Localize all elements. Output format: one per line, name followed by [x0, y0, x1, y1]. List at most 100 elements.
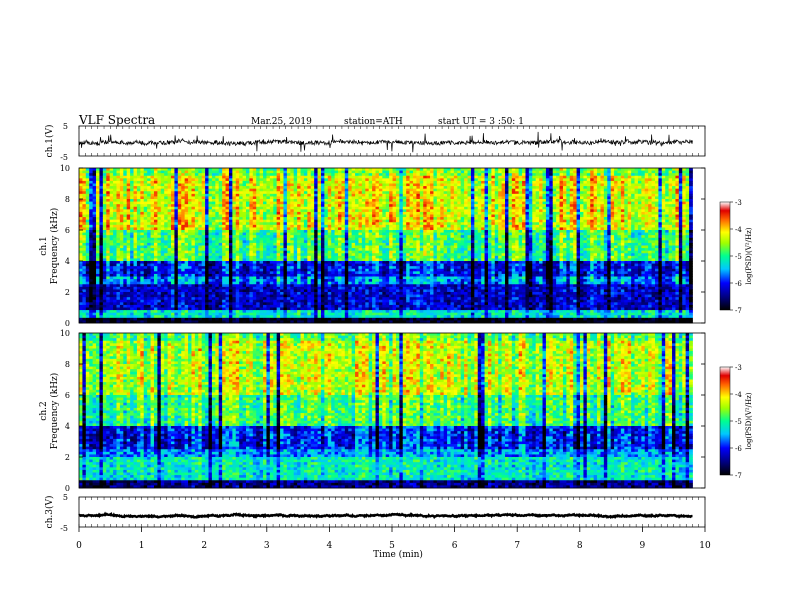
spectrogram-cell [344, 178, 349, 182]
spectrogram-cell [358, 178, 363, 182]
spectrogram-cell [358, 227, 363, 231]
spectrogram-cell [222, 255, 226, 259]
spectrogram-cell [232, 320, 237, 324]
spectrogram-cell [218, 201, 223, 205]
spectrogram-cell [300, 292, 305, 295]
spectrogram-cell [130, 276, 134, 280]
spectrogram-cell [188, 188, 192, 192]
spectrogram-cell [116, 227, 121, 231]
spectrogram-cell [194, 242, 199, 246]
spectrogram-cell [232, 178, 237, 182]
spectrogram-cell [79, 240, 83, 244]
spectrogram-cell [324, 232, 329, 236]
spectrogram-cell [341, 261, 346, 264]
spectrogram-cell [194, 312, 199, 316]
spectrogram-cell [344, 237, 349, 241]
spectrogram-cell [218, 284, 223, 288]
spectrogram-cell [327, 240, 332, 244]
spectrogram-cell [334, 294, 339, 298]
spectrogram-cell [232, 214, 237, 218]
spectrogram-cell [79, 281, 83, 285]
spectrogram-cell [334, 261, 339, 264]
spectrogram-cell [280, 299, 284, 303]
spectrogram-cell [358, 315, 363, 319]
spectrogram-cell [259, 304, 264, 308]
spectrogram-cell [82, 204, 87, 208]
spectrogram-cell [109, 279, 114, 283]
spectrogram-cell [106, 310, 111, 314]
spectrogram-cell [150, 178, 155, 182]
spectrogram-cell [119, 320, 124, 324]
spectrogram-cell [355, 302, 359, 306]
spectrogram-cell [174, 242, 179, 246]
spectrogram-cell [140, 317, 145, 321]
spectrogram-cell [123, 193, 128, 197]
spectrogram-cell [205, 284, 209, 288]
spectrogram-cell [358, 209, 363, 213]
spectrogram-cell [89, 299, 94, 303]
spectrogram-cell [89, 245, 94, 249]
spectrogram-cell [263, 173, 267, 177]
spectrogram-cell [269, 240, 274, 244]
spectrogram-cell [116, 250, 121, 254]
spectrogram-cell [123, 199, 128, 202]
spectrogram-cell [327, 317, 332, 321]
spectrogram-cell [116, 180, 121, 184]
spectrogram-cell [113, 204, 117, 208]
spectrogram-cell [222, 217, 226, 221]
spectrogram-cell [106, 276, 111, 280]
spectrogram-cell [92, 230, 97, 233]
spectrogram-cell [205, 279, 209, 283]
spectrogram-cell [344, 170, 349, 174]
spectrogram-cell [269, 222, 274, 226]
spectrogram-cell [130, 193, 134, 197]
spectrogram-cell [218, 193, 223, 197]
spectrogram-cell [280, 248, 284, 252]
spectrogram-cell [300, 258, 305, 262]
spectrogram-cell [351, 292, 356, 295]
spectrogram-cell [92, 289, 97, 293]
spectrogram-cell [208, 268, 213, 272]
spectrogram-cell [341, 186, 346, 190]
spectrogram-cell [160, 294, 165, 298]
spectrogram-cell [79, 217, 83, 221]
spectrogram-cell [249, 302, 254, 306]
spectrogram-cell [208, 276, 213, 280]
spectrogram-cell [126, 193, 131, 197]
spectrogram-cell [208, 258, 213, 262]
spectrogram-cell [249, 276, 254, 280]
spectrogram-cell [157, 227, 162, 231]
spectrogram-cell [184, 227, 189, 231]
spectrogram-cell [334, 273, 339, 277]
spectrogram-cell [307, 317, 312, 321]
spectrogram-cell [198, 235, 203, 239]
spectrogram-cell [269, 173, 274, 177]
spectrogram-cell [341, 180, 346, 184]
spectrogram-cell [89, 312, 94, 316]
spectrogram-cell [140, 294, 145, 298]
spectrogram-cell [205, 242, 209, 246]
spectrogram-cell [123, 209, 128, 213]
spectrogram-cell [171, 320, 175, 324]
spectrogram-cell [188, 168, 192, 171]
spectrogram-cell [160, 180, 165, 184]
spectrogram-cell [297, 279, 301, 283]
spectrogram-cell [171, 271, 175, 275]
spectrogram-cell [331, 209, 336, 213]
spectrogram-cell [201, 266, 206, 270]
spectrogram-cell [167, 299, 172, 303]
spectrogram-cell [85, 206, 90, 210]
spectrogram-cell [246, 219, 250, 223]
spectrogram-cell [211, 232, 216, 236]
spectrogram-cell [198, 193, 203, 197]
spectrogram-cell [358, 279, 363, 283]
spectrogram-cell [351, 271, 356, 275]
spectrogram-cell [167, 286, 172, 290]
spectrogram-cell [300, 219, 305, 223]
spectrogram-cell [184, 224, 189, 228]
spectrogram-cell [99, 196, 104, 200]
spectrogram-cell [205, 191, 209, 195]
spectrogram-cell [331, 224, 336, 228]
spectrogram-cell [194, 211, 199, 215]
spectrogram-cell [215, 227, 220, 231]
